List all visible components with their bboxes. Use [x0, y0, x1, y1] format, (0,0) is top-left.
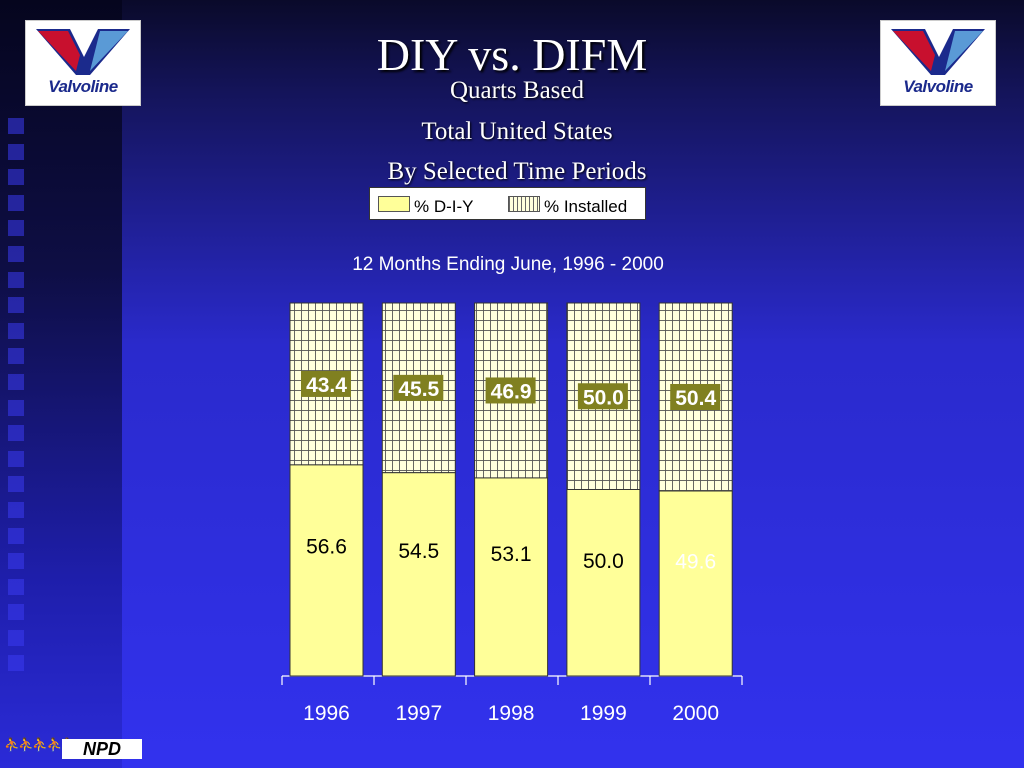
decor-square [8, 501, 24, 518]
diy-data-label-1996: 56.6 [306, 536, 347, 559]
x-tick-label-1996: 1996 [303, 702, 350, 725]
npd-logo-text: NPD [62, 739, 142, 759]
decor-square [8, 476, 24, 493]
x-tick-label-1997: 1997 [395, 702, 442, 725]
decor-square [8, 297, 24, 314]
diy-data-label-1997: 54.5 [398, 540, 439, 563]
legend-label-installed: % Installed [544, 197, 628, 216]
decor-square [8, 245, 24, 262]
decor-squares [8, 118, 26, 681]
bar-diy-1998 [474, 477, 549, 677]
installed-data-label-1999: 50.0 [583, 386, 624, 409]
bar-diy-1996 [289, 464, 364, 677]
chart-legend: % D-I-Y % Installed [369, 187, 646, 220]
diy-data-label-1999: 50.0 [583, 550, 624, 573]
bar-diy-1997 [381, 472, 456, 677]
decor-square [8, 629, 24, 646]
npd-logo: ⛹⛹⛹⛹⛹ NPD [4, 737, 142, 761]
decor-square [8, 578, 24, 595]
decor-square [8, 194, 24, 211]
installed-label-bg-1999 [577, 383, 628, 410]
bar-diy-2000 [658, 490, 733, 677]
valvoline-logo-text: Valvoline [903, 77, 973, 96]
valvoline-v-icon [36, 29, 130, 75]
valvoline-v-icon [891, 29, 985, 75]
subtitle-line-3: By Selected Time Periods [387, 158, 647, 185]
installed-label-bg-1996 [301, 370, 351, 397]
decor-square [8, 348, 24, 365]
decor-square [8, 271, 24, 288]
installed-data-label-1996: 43.4 [306, 374, 347, 397]
decor-square [8, 220, 24, 237]
decor-square [8, 143, 24, 160]
left-decor-strip [0, 0, 122, 768]
bar-diy-1999 [566, 489, 641, 677]
subtitle-line-2: Total United States [421, 118, 613, 145]
installed-data-label-1997: 45.5 [398, 378, 439, 401]
decor-square [8, 604, 24, 621]
installed-data-label-1998: 46.9 [491, 380, 532, 403]
x-tick-label-2000: 2000 [672, 702, 719, 725]
legend-label-diy: % D-I-Y [414, 197, 474, 216]
decor-square [8, 322, 24, 339]
page-title: DIY vs. DIFM [376, 29, 648, 80]
valvoline-logo-left: Valvoline [25, 20, 141, 106]
valvoline-logo-right: Valvoline [880, 20, 996, 106]
x-tick-label-1998: 1998 [488, 702, 535, 725]
valvoline-logo-text: Valvoline [48, 77, 118, 96]
decor-square [8, 373, 24, 390]
x-tick-label-1999: 1999 [580, 702, 627, 725]
decor-square [8, 527, 24, 544]
decor-square [8, 450, 24, 467]
chart-title: 12 Months Ending June, 1996 - 2000 [352, 254, 664, 275]
diy-data-label-2000: 49.6 [675, 551, 716, 574]
decor-square [8, 425, 24, 442]
npd-figures-icon: ⛹⛹⛹⛹⛹ [4, 737, 77, 752]
installed-label-bg-2000 [670, 383, 721, 410]
decor-square [8, 169, 24, 186]
decor-square [8, 655, 24, 672]
installed-label-bg-1998 [485, 377, 536, 404]
decor-square [8, 553, 24, 570]
subtitle-line-1: Quarts Based [450, 77, 584, 104]
installed-data-label-2000: 50.4 [675, 387, 716, 410]
installed-label-bg-1997 [393, 374, 444, 401]
decor-square [8, 399, 24, 416]
decor-square [8, 118, 24, 134]
diy-data-label-1998: 53.1 [491, 543, 532, 566]
legend-swatch-diy [378, 196, 410, 212]
legend-swatch-installed [508, 196, 540, 212]
